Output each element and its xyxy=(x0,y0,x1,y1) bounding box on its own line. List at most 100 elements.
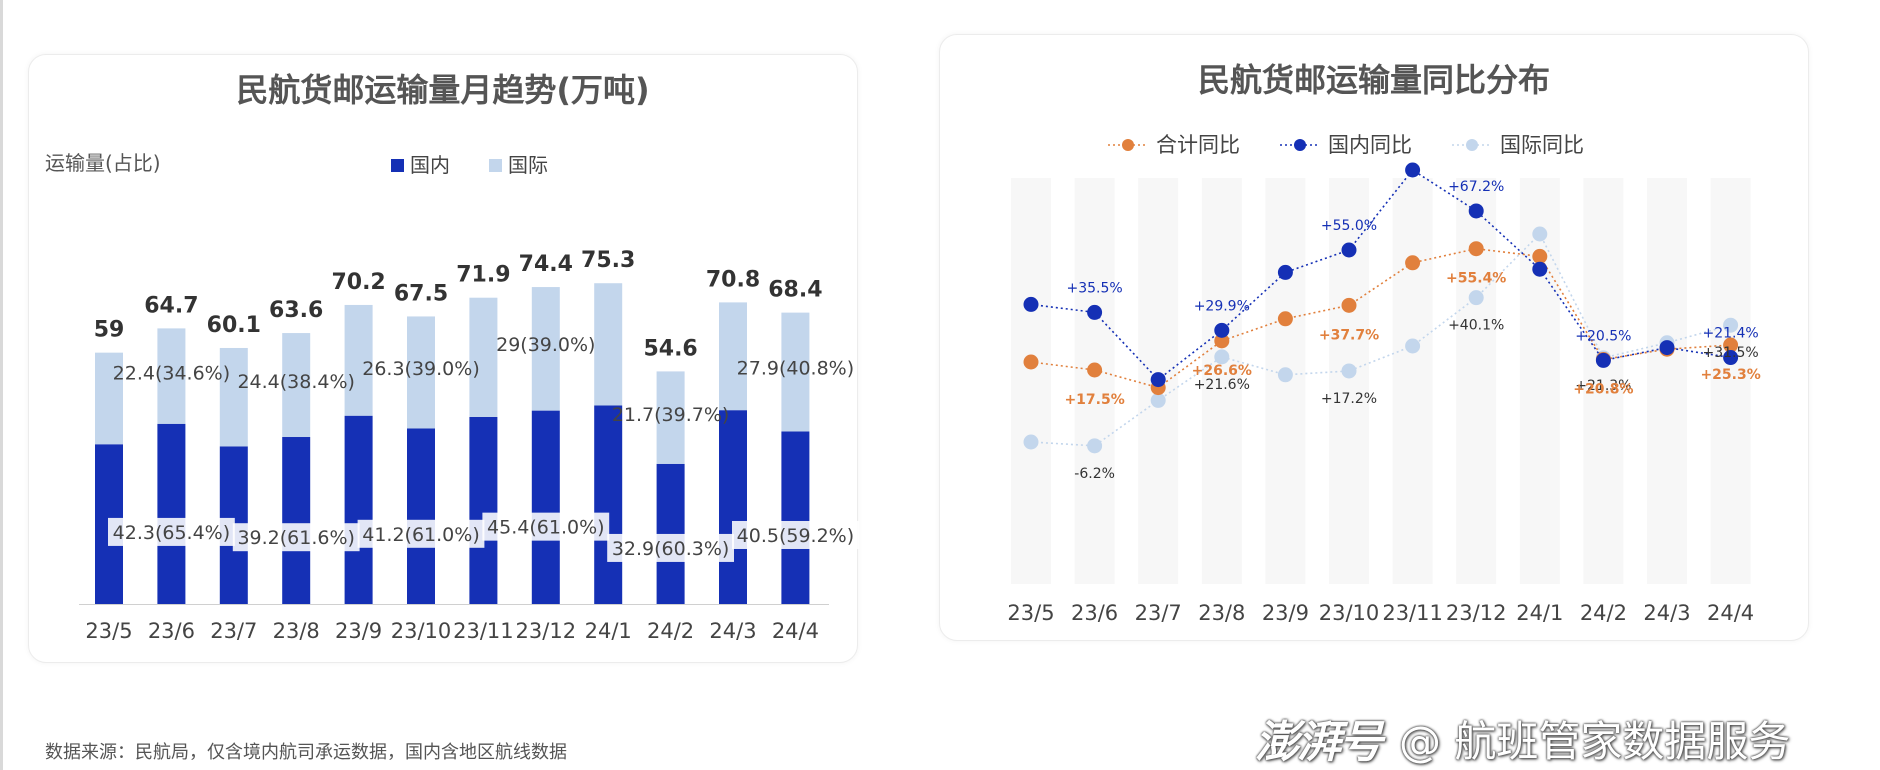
point-domestic xyxy=(1214,322,1230,338)
bar-international xyxy=(469,297,498,417)
label-box xyxy=(357,519,485,548)
point-domestic xyxy=(1341,242,1357,258)
point-domestic xyxy=(1023,296,1039,312)
bar-international xyxy=(219,347,248,447)
label-box xyxy=(607,533,734,562)
legend-marker-international xyxy=(1466,139,1478,151)
column-stripe xyxy=(1201,178,1242,584)
x-tick-label: 24/3 xyxy=(1643,601,1690,625)
data-label-domestic: +55.0% xyxy=(1321,218,1377,234)
bar-total-label: 75.3 xyxy=(581,248,635,273)
data-label-domestic: +29.9% xyxy=(1194,298,1250,314)
point-domestic xyxy=(1150,372,1166,388)
label-box xyxy=(108,517,235,546)
bar-label-international: 24.4(38.4%) xyxy=(237,371,355,393)
bar-total-label: 60.1 xyxy=(207,313,261,338)
data-label-international: +21.3% xyxy=(1575,378,1631,394)
legend-marker-total xyxy=(1122,139,1134,151)
bar-domestic xyxy=(594,405,623,604)
point-international xyxy=(1087,438,1103,454)
x-tick-label: 24/4 xyxy=(1707,601,1754,625)
column-stripe xyxy=(1519,178,1560,584)
bar-total-label: 59 xyxy=(94,318,125,343)
x-tick-label: 23/12 xyxy=(1446,601,1507,625)
x-tick-label: 24/2 xyxy=(1580,601,1627,625)
point-domestic xyxy=(1595,352,1611,368)
bar-label-international: 29(39.0%) xyxy=(496,334,595,356)
x-tick-label: 23/8 xyxy=(273,619,320,643)
legend-marker-domestic xyxy=(1294,139,1306,151)
bar-international xyxy=(282,333,311,438)
legend-swatch-domestic xyxy=(391,159,404,172)
bar-international xyxy=(719,302,747,411)
bar-domestic xyxy=(781,431,810,604)
label-box xyxy=(732,520,859,549)
column-stripe xyxy=(1011,178,1051,584)
bar-international xyxy=(407,316,435,429)
x-tick-label: 24/2 xyxy=(647,619,694,643)
point-international xyxy=(1723,317,1739,333)
x-tick-label: 23/9 xyxy=(1262,601,1309,625)
left-edge-line xyxy=(0,0,3,770)
data-label-domestic: +67.2% xyxy=(1448,179,1504,195)
x-tick-label: 23/11 xyxy=(453,619,514,643)
yoy-distribution-chart-card: 民航货邮运输量同比分布 合计同比 国内同比 国际同比 23/5 23/6 23/7 23/8 2… xyxy=(939,34,1809,641)
legend-label-international: 国际 xyxy=(508,153,548,177)
bar-label-domestic: 41.2(61.0%) xyxy=(362,524,480,546)
x-tick-label: 23/6 xyxy=(148,619,195,643)
x-tick-label: 23/12 xyxy=(516,619,577,643)
column-stripe xyxy=(1583,178,1624,584)
point-domestic xyxy=(1277,264,1293,280)
label-box xyxy=(232,523,360,552)
bar-international xyxy=(656,371,685,464)
bar-total-label: 54.6 xyxy=(643,336,697,361)
bar-label-international: 21.7(39.7%) xyxy=(612,404,730,426)
point-domestic xyxy=(1723,350,1739,366)
bar-domestic xyxy=(407,428,435,604)
point-domestic xyxy=(1659,340,1675,356)
bar-total-label: 70.8 xyxy=(706,267,760,292)
bar-international xyxy=(344,304,373,416)
data-label-total: +26.6% xyxy=(1192,363,1252,379)
series-line-total xyxy=(1030,247,1731,389)
point-international xyxy=(1023,434,1039,450)
data-label-domestic: +21.4% xyxy=(1702,326,1758,342)
chart-title: 民航货邮运输量同比分布 xyxy=(1198,61,1550,99)
bar-total-label: 68.4 xyxy=(768,278,822,303)
bar-domestic xyxy=(656,463,685,604)
label-box xyxy=(482,512,610,541)
data-label-domestic: +20.5% xyxy=(1575,328,1631,344)
point-total xyxy=(1277,311,1293,327)
column-stripe xyxy=(1074,178,1115,584)
x-tick-label: 23/9 xyxy=(335,619,382,643)
monthly-volume-chart-card: 民航货邮运输量月趋势(万吨) 运输量(占比) 国内 国际 59 23/5 64.7 23/6 6… xyxy=(28,54,859,663)
x-tick-label: 24/3 xyxy=(709,619,756,643)
series-line-domestic xyxy=(1030,168,1731,381)
x-tick-label: 24/4 xyxy=(772,619,819,643)
bar-total-label: 64.7 xyxy=(144,293,198,318)
monthly-volume-chart: 民航货邮运输量月趋势(万吨) 运输量(占比) 国内 国际 59 23/5 64.7 23/6 6… xyxy=(45,71,859,643)
point-total xyxy=(1341,297,1357,313)
point-international xyxy=(1214,349,1230,365)
x-tick-label: 23/5 xyxy=(1007,601,1054,625)
legend-label-domestic: 国内同比 xyxy=(1328,133,1412,157)
bar-label-international: 26.3(39.0%) xyxy=(362,358,480,380)
x-tick-label: 24/1 xyxy=(1516,601,1563,625)
bar-international xyxy=(531,287,560,411)
x-tick-label: 23/10 xyxy=(391,619,452,643)
x-tick-label: 23/6 xyxy=(1071,601,1118,625)
legend-label-total: 合计同比 xyxy=(1156,133,1240,157)
bar-domestic xyxy=(282,437,311,604)
data-label-international: -6.2% xyxy=(1074,466,1115,482)
bar-total-label: 67.5 xyxy=(394,281,448,306)
data-source-note: 数据来源：民航局，仅含境内航司承运数据，国内含地区航线数据 xyxy=(45,742,567,763)
bar-total-label: 63.6 xyxy=(269,298,323,323)
bar-international xyxy=(95,352,123,445)
bar-label-domestic: 32.9(60.3%) xyxy=(612,538,730,560)
point-international xyxy=(1341,363,1357,379)
data-label-international: +31.5% xyxy=(1702,345,1758,361)
x-tick-label: 23/11 xyxy=(1382,601,1443,625)
point-total xyxy=(1468,241,1484,257)
x-tick-label: 23/5 xyxy=(85,619,132,643)
